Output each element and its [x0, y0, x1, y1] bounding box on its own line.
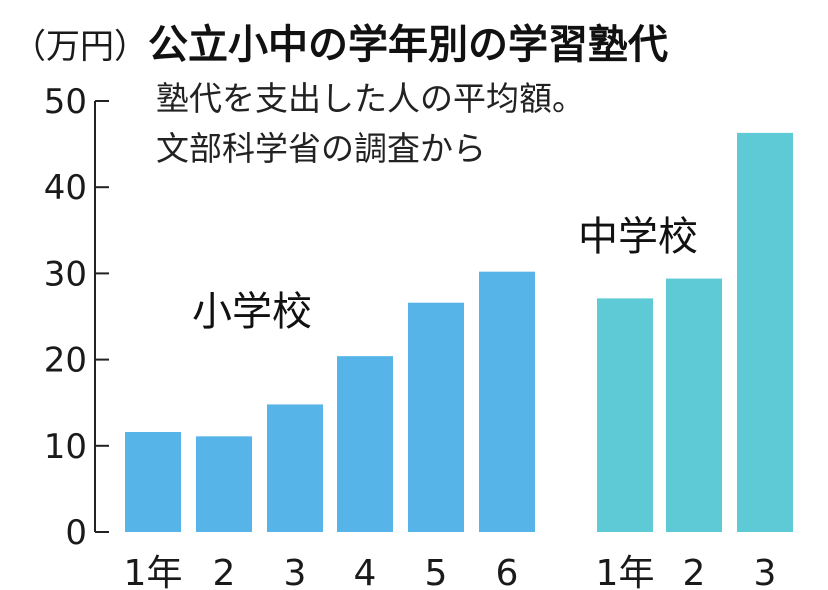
x-tick-label: 2: [683, 553, 706, 590]
chart-subtitle-line-1: 塾代を支出した人の平均額。: [156, 79, 585, 118]
unit-label: （万円）: [12, 27, 148, 67]
x-tick-label: 3: [754, 553, 777, 590]
chart-title: 公立小中の学年別の学習塾代: [148, 22, 668, 68]
y-tick-label: 40: [44, 168, 87, 208]
x-tick-label: 6: [496, 553, 519, 590]
bar: [597, 298, 653, 532]
x-tick-label: 1年: [124, 553, 183, 590]
category-labels: 1年 2 3 4 5 6 小学校 1年 2 3 中学校: [124, 214, 777, 590]
y-axis: 0 10 20 30 40 50: [44, 82, 109, 553]
chart-subtitle-line-2: 文部科学省の調査から: [156, 129, 486, 168]
y-tick-label: 20: [44, 341, 87, 381]
bars: [125, 132, 793, 533]
bar: [737, 132, 793, 533]
bar: [125, 432, 181, 532]
x-tick-label: 4: [354, 553, 377, 590]
bar: [337, 356, 393, 532]
bar: [408, 302, 464, 532]
bar: [479, 271, 535, 532]
y-tick-label: 30: [44, 254, 87, 294]
x-tick-label: 3: [284, 553, 307, 590]
bar: [666, 278, 722, 532]
bar: [196, 436, 252, 532]
y-tick-label: 50: [44, 82, 87, 122]
x-tick-label: 5: [425, 553, 448, 590]
group-label: 中学校: [578, 214, 698, 260]
group-label: 小学校: [192, 289, 312, 335]
y-tick-label: 0: [65, 513, 87, 553]
x-tick-label: 1年: [596, 553, 655, 590]
x-tick-label: 2: [213, 553, 236, 590]
y-tick-label: 10: [44, 427, 87, 467]
bar: [267, 404, 323, 532]
